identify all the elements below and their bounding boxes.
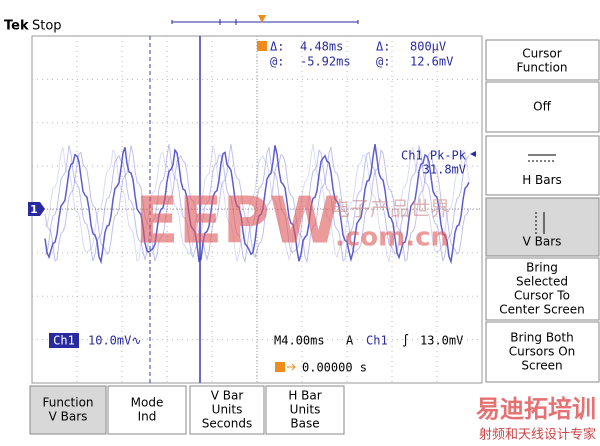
bottom-button-label: Base xyxy=(290,417,319,431)
status-trigger-source: Ch1 xyxy=(366,334,388,348)
bottom-button-label: H Bar xyxy=(288,389,321,403)
bottom-button[interactable] xyxy=(107,385,187,435)
watermark-main: EEPW xyxy=(135,185,340,259)
brand: Tek xyxy=(4,19,29,34)
bottom-button[interactable] xyxy=(265,385,345,435)
trigger-icon xyxy=(257,41,267,51)
trace xyxy=(44,144,470,264)
waveform xyxy=(44,143,470,265)
watermark-brand: 易迪拓培训 xyxy=(476,395,596,423)
status: Stop xyxy=(32,19,62,34)
menu-button[interactable] xyxy=(485,321,600,383)
bottom-button[interactable] xyxy=(189,385,265,435)
menu-button-label: Screen xyxy=(521,359,562,373)
status-timebase: M4.00ms xyxy=(274,334,325,348)
menu-title-box xyxy=(485,39,600,81)
readout-value: 800µV xyxy=(410,40,446,54)
channel-badge xyxy=(49,333,79,348)
readout-label: Δ: xyxy=(376,40,390,54)
measurement-value: 31.8mV xyxy=(423,163,466,177)
menu-button-label: V Bars xyxy=(523,235,562,249)
measurement-name: Ch1 Pk-Pk xyxy=(401,149,467,163)
channel-marker-shape xyxy=(28,202,45,216)
trace xyxy=(44,144,470,264)
bottom-button[interactable] xyxy=(29,385,107,435)
record-bracket xyxy=(171,19,359,25)
trigger-arrow xyxy=(287,363,296,371)
status-trigger-level: 13.0mV xyxy=(420,334,463,348)
watermark-slogan: 射频和天线设计专家 xyxy=(479,427,596,443)
status-trigger-slope: ∫ xyxy=(402,334,409,348)
bottom-button-label: Ind xyxy=(138,410,157,424)
readout-value: -5.92ms xyxy=(300,55,351,69)
trace xyxy=(44,144,470,264)
bottom-button-label: Mode xyxy=(131,396,164,410)
readout-label: @: xyxy=(376,55,390,69)
readout-value: 12.6mV xyxy=(410,55,453,69)
bottom-button-label: V Bars xyxy=(49,410,88,424)
menu-button[interactable] xyxy=(485,81,600,133)
bottom-button-label: V Bar xyxy=(211,389,244,403)
trace xyxy=(44,143,470,265)
menu-button-label: H Bars xyxy=(522,173,562,187)
menu-button-label: Cursor To xyxy=(514,289,570,303)
readout-label: Δ: xyxy=(270,40,284,54)
bottom-button-label: Seconds xyxy=(202,417,252,431)
watermark-cn: 电子产品世界 xyxy=(330,197,450,221)
readout-label: @: xyxy=(270,55,284,69)
trigger-icon xyxy=(275,362,285,372)
menu-button[interactable] xyxy=(485,257,600,321)
bottom-button-label: Units xyxy=(212,403,243,417)
status-trigger-position: 0.00000 s xyxy=(302,361,367,375)
bottom-button-label: Function xyxy=(42,396,93,410)
menu-button-label: Bring xyxy=(526,261,558,275)
menu-button[interactable] xyxy=(485,197,600,257)
menu-button-label: Selected xyxy=(516,275,568,289)
readout-value: 4.48ms xyxy=(300,40,343,54)
status-channel: Ch1 xyxy=(53,334,75,348)
status-scale: 10.0mV∿ xyxy=(88,334,141,348)
menu-button-label: Off xyxy=(533,100,551,114)
bottom-button-label: Units xyxy=(290,403,321,417)
menu-title: Cursor xyxy=(522,47,562,61)
measure-arrow xyxy=(470,151,476,157)
watermark-domain: .com.cn xyxy=(335,223,449,253)
menu-button[interactable] xyxy=(485,135,600,196)
status-mode: A xyxy=(346,334,354,348)
menu-button-label: Cursors On xyxy=(509,345,576,359)
menu-button-label: Center Screen xyxy=(499,303,584,317)
menu-title: Function xyxy=(516,61,567,75)
menu-button-label: Bring Both xyxy=(510,331,573,345)
trigger-position-marker xyxy=(258,15,266,23)
channel-marker: 1 xyxy=(30,203,38,216)
